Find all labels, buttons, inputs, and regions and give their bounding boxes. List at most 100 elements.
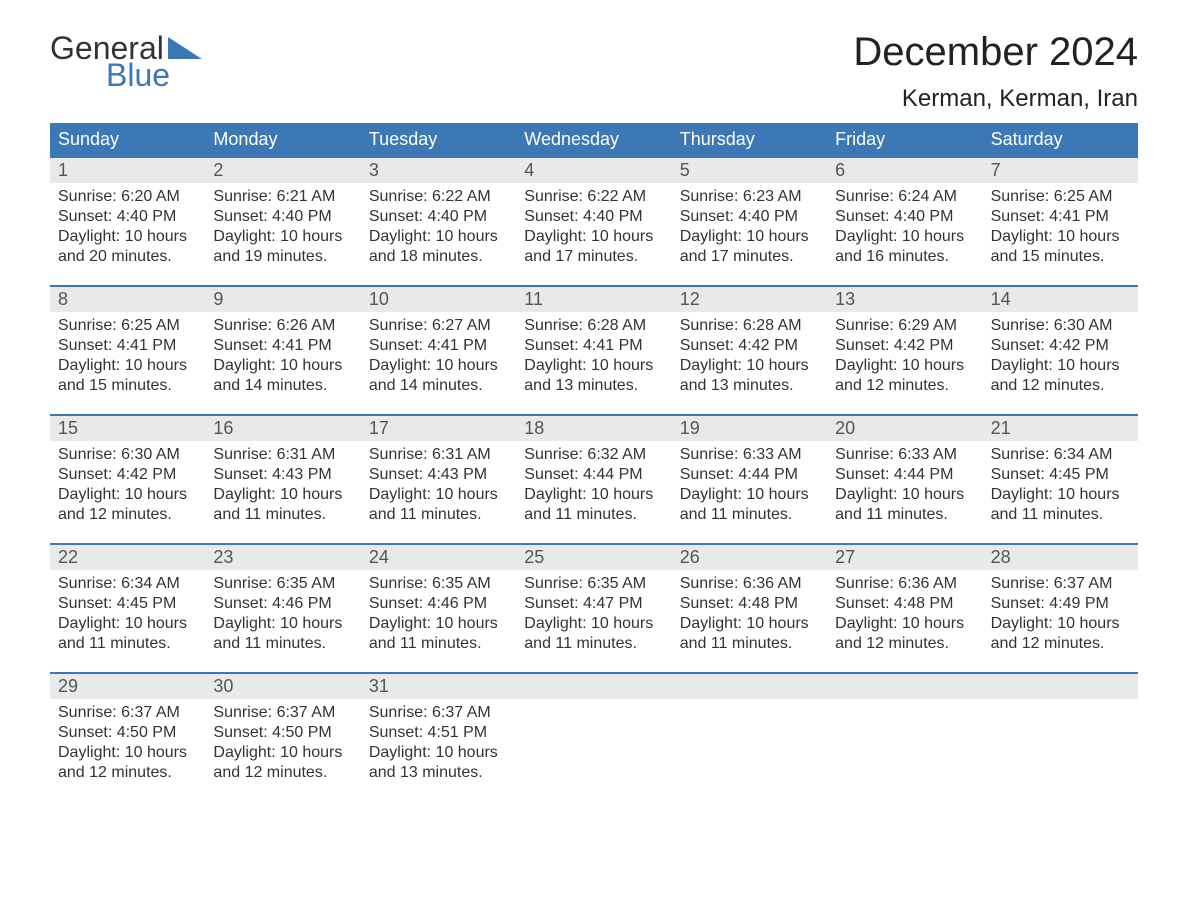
daylight-text-1: Daylight: 10 hours [369, 485, 508, 505]
day-cell [827, 699, 982, 783]
day-content-row: Sunrise: 6:20 AMSunset: 4:40 PMDaylight:… [50, 183, 1138, 267]
daylight-text-2: and 15 minutes. [58, 376, 197, 396]
daylight-text-1: Daylight: 10 hours [524, 227, 663, 247]
sunset-text: Sunset: 4:47 PM [524, 594, 663, 614]
daylight-text-1: Daylight: 10 hours [213, 485, 352, 505]
sunrise-text: Sunrise: 6:27 AM [369, 316, 508, 336]
daylight-text-2: and 12 minutes. [58, 763, 197, 783]
daylight-text-1: Daylight: 10 hours [213, 614, 352, 634]
day-cell: Sunrise: 6:33 AMSunset: 4:44 PMDaylight:… [827, 441, 982, 525]
daylight-text-2: and 11 minutes. [680, 634, 819, 654]
daylight-text-1: Daylight: 10 hours [369, 743, 508, 763]
sunrise-text: Sunrise: 6:35 AM [524, 574, 663, 594]
day-cell: Sunrise: 6:35 AMSunset: 4:46 PMDaylight:… [361, 570, 516, 654]
day-number: 22 [50, 545, 205, 570]
daylight-text-2: and 11 minutes. [213, 634, 352, 654]
day-number: 3 [361, 158, 516, 183]
daylight-text-2: and 13 minutes. [524, 376, 663, 396]
day-cell: Sunrise: 6:37 AMSunset: 4:51 PMDaylight:… [361, 699, 516, 783]
daylight-text-1: Daylight: 10 hours [680, 227, 819, 247]
daylight-text-1: Daylight: 10 hours [524, 485, 663, 505]
daylight-text-2: and 11 minutes. [991, 505, 1130, 525]
day-number: 21 [983, 416, 1138, 441]
sunrise-text: Sunrise: 6:30 AM [58, 445, 197, 465]
daylight-text-1: Daylight: 10 hours [991, 356, 1130, 376]
sunrise-text: Sunrise: 6:25 AM [58, 316, 197, 336]
day-number: 6 [827, 158, 982, 183]
sunset-text: Sunset: 4:45 PM [58, 594, 197, 614]
day-cell: Sunrise: 6:31 AMSunset: 4:43 PMDaylight:… [205, 441, 360, 525]
day-content-row: Sunrise: 6:34 AMSunset: 4:45 PM Daylight:… [50, 570, 1138, 654]
daylight-text-1: Daylight: 10 hours [835, 485, 974, 505]
sunset-text: Sunset: 4:41 PM [58, 336, 197, 356]
sunrise-text: Sunrise: 6:33 AM [835, 445, 974, 465]
day-number [983, 674, 1138, 699]
sunset-text: Sunset: 4:42 PM [58, 465, 197, 485]
day-content-row: Sunrise: 6:30 AMSunset: 4:42 PM Daylight:… [50, 441, 1138, 525]
day-number: 10 [361, 287, 516, 312]
day-header-row: SundayMondayTuesdayWednesdayThursdayFrid… [50, 123, 1138, 156]
daylight-text-1: Daylight: 10 hours [213, 227, 352, 247]
sunset-text: Sunset: 4:40 PM [213, 207, 352, 227]
day-cell: Sunrise: 6:37 AMSunset: 4:49 PMDaylight:… [983, 570, 1138, 654]
day-number: 14 [983, 287, 1138, 312]
sunset-text: Sunset: 4:43 PM [213, 465, 352, 485]
day-content-row: Sunrise: 6:37 AMSunset: 4:50 PMDaylight:… [50, 699, 1138, 783]
sunrise-text: Sunrise: 6:31 AM [213, 445, 352, 465]
sunset-text: Sunset: 4:50 PM [58, 723, 197, 743]
sunrise-text: Sunrise: 6:36 AM [835, 574, 974, 594]
day-header-cell: Thursday [672, 123, 827, 156]
sunset-text: Sunset: 4:46 PM [213, 594, 352, 614]
sunset-text: Sunset: 4:48 PM [835, 594, 974, 614]
daylight-text-1: Daylight: 10 hours [369, 614, 508, 634]
daylight-text-2: and 13 minutes. [369, 763, 508, 783]
sunrise-text: Sunrise: 6:33 AM [680, 445, 819, 465]
daylight-text-2: and 15 minutes. [991, 247, 1130, 267]
daylight-text-1: Daylight: 10 hours [524, 614, 663, 634]
daylight-text-2: and 11 minutes. [680, 505, 819, 525]
sunset-text: Sunset: 4:41 PM [524, 336, 663, 356]
week-row: 1234567Sunrise: 6:20 AMSunset: 4:40 PMDa… [50, 156, 1138, 267]
day-number: 4 [516, 158, 671, 183]
day-cell: Sunrise: 6:36 AMSunset: 4:48 PMDaylight:… [827, 570, 982, 654]
daylight-text-1: Daylight: 10 hours [213, 356, 352, 376]
daylight-text-2: and 12 minutes. [835, 634, 974, 654]
daylight-text-2: and 12 minutes. [991, 634, 1130, 654]
day-number: 24 [361, 545, 516, 570]
sunrise-text: Sunrise: 6:34 AM [991, 445, 1130, 465]
day-cell: Sunrise: 6:37 AMSunset: 4:50 PMDaylight:… [205, 699, 360, 783]
day-header-cell: Saturday [983, 123, 1138, 156]
day-content-row: Sunrise: 6:25 AMSunset: 4:41 PMDaylight:… [50, 312, 1138, 396]
day-number [672, 674, 827, 699]
sunrise-text: Sunrise: 6:23 AM [680, 187, 819, 207]
day-number-row: 15161718192021 [50, 414, 1138, 441]
sunrise-text: Sunrise: 6:34 AM [58, 574, 197, 594]
day-cell: Sunrise: 6:25 AMSunset: 4:41 PMDaylight:… [50, 312, 205, 396]
sunset-text: Sunset: 4:40 PM [58, 207, 197, 227]
daylight-text-2: and 19 minutes. [213, 247, 352, 267]
day-header-cell: Friday [827, 123, 982, 156]
location: Kerman, Kerman, Iran [853, 85, 1138, 113]
daylight-text-2: and 11 minutes. [835, 505, 974, 525]
day-cell: Sunrise: 6:28 AMSunset: 4:42 PMDaylight:… [672, 312, 827, 396]
day-number-row: 1234567 [50, 156, 1138, 183]
daylight-text-2: and 13 minutes. [680, 376, 819, 396]
day-number: 30 [205, 674, 360, 699]
day-number: 19 [672, 416, 827, 441]
day-number-row: 891011121314 [50, 285, 1138, 312]
day-cell: Sunrise: 6:28 AMSunset: 4:41 PMDaylight:… [516, 312, 671, 396]
daylight-text-1: Daylight: 10 hours [58, 227, 197, 247]
sunset-text: Sunset: 4:41 PM [213, 336, 352, 356]
day-number: 28 [983, 545, 1138, 570]
sunrise-text: Sunrise: 6:37 AM [369, 703, 508, 723]
daylight-text-2: and 12 minutes. [835, 376, 974, 396]
daylight-text-2: and 14 minutes. [369, 376, 508, 396]
day-header-cell: Tuesday [361, 123, 516, 156]
day-cell: Sunrise: 6:21 AMSunset: 4:40 PMDaylight:… [205, 183, 360, 267]
day-number: 27 [827, 545, 982, 570]
logo-triangle-icon [168, 37, 202, 64]
daylight-text-1: Daylight: 10 hours [213, 743, 352, 763]
daylight-text-1: Daylight: 10 hours [58, 743, 197, 763]
sunset-text: Sunset: 4:51 PM [369, 723, 508, 743]
week-row: 15161718192021Sunrise: 6:30 AMSunset: 4:… [50, 414, 1138, 525]
